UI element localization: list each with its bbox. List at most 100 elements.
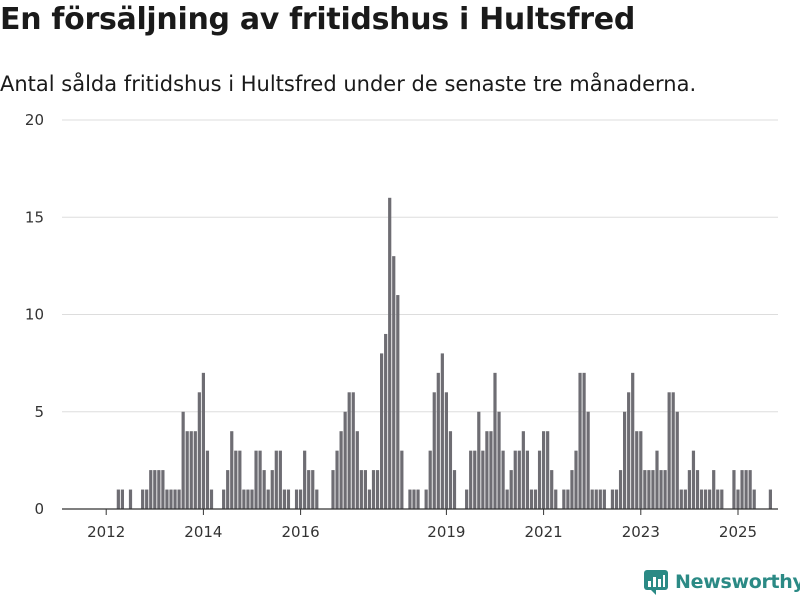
bar bbox=[452, 470, 457, 509]
bar bbox=[347, 392, 351, 509]
newsworthy-logo-icon bbox=[644, 570, 668, 595]
bar bbox=[712, 470, 716, 509]
bar bbox=[428, 450, 432, 509]
bar bbox=[732, 470, 736, 509]
bar bbox=[141, 489, 145, 509]
bar bbox=[294, 489, 299, 509]
bar bbox=[679, 489, 683, 509]
bar bbox=[335, 450, 339, 509]
bars bbox=[116, 197, 772, 510]
bar bbox=[663, 470, 667, 509]
axes: 0 5 10 15 20 2012 2014 2016 2019 2021 2023 2025 1 bbox=[25, 0, 780, 541]
bar bbox=[258, 450, 262, 509]
y-tick-label: 5 bbox=[34, 403, 44, 421]
bar bbox=[161, 470, 165, 509]
bar bbox=[493, 372, 497, 509]
bar bbox=[509, 470, 513, 509]
bar bbox=[582, 372, 586, 509]
x-tick-label: 2014 bbox=[184, 523, 222, 541]
bar bbox=[149, 470, 153, 509]
bar bbox=[343, 411, 347, 509]
bar bbox=[234, 450, 238, 509]
bar bbox=[639, 431, 643, 509]
bar bbox=[594, 489, 598, 509]
bar bbox=[201, 372, 205, 509]
bar bbox=[400, 450, 404, 509]
bar bbox=[525, 450, 529, 509]
bar bbox=[517, 450, 521, 509]
bar bbox=[380, 353, 384, 509]
bar bbox=[687, 470, 691, 509]
bar bbox=[748, 470, 752, 509]
bar bbox=[570, 470, 574, 509]
bar bbox=[303, 450, 307, 509]
bar bbox=[501, 450, 505, 509]
bar bbox=[388, 197, 392, 510]
y-tick-label: 0 bbox=[34, 500, 44, 518]
bar bbox=[262, 470, 266, 509]
grid-lines bbox=[62, 119, 778, 413]
bar bbox=[618, 470, 623, 509]
bar bbox=[165, 489, 169, 509]
bar bbox=[489, 431, 493, 509]
bar bbox=[242, 489, 246, 509]
bar bbox=[469, 450, 473, 509]
bar bbox=[768, 489, 772, 509]
bar bbox=[444, 392, 448, 509]
bar bbox=[537, 450, 542, 509]
bar bbox=[286, 489, 291, 509]
bar bbox=[339, 431, 343, 509]
bar bbox=[477, 411, 481, 509]
bar bbox=[359, 470, 363, 509]
bar bbox=[205, 450, 210, 509]
bar bbox=[299, 489, 303, 509]
bar bbox=[683, 489, 687, 509]
bar bbox=[226, 470, 230, 509]
bar bbox=[578, 372, 582, 509]
bar bbox=[120, 489, 124, 509]
bar bbox=[736, 489, 740, 509]
bar bbox=[177, 489, 181, 509]
bar bbox=[311, 470, 315, 509]
x-tick-label: 2021 bbox=[525, 523, 563, 541]
x-tick-label: 2019 bbox=[427, 523, 465, 541]
bar bbox=[266, 489, 270, 509]
bar bbox=[602, 489, 606, 509]
x-tick-label: 2023 bbox=[622, 523, 660, 541]
bar bbox=[331, 470, 335, 509]
bar bbox=[623, 411, 627, 509]
bar bbox=[566, 489, 570, 509]
bar bbox=[704, 489, 708, 509]
bar bbox=[307, 470, 311, 509]
bar bbox=[173, 489, 177, 509]
chart-subtitle: Antal sålda fritidshus i Hultsfred under… bbox=[0, 72, 697, 96]
bar bbox=[562, 489, 566, 509]
bar bbox=[274, 450, 278, 509]
bar bbox=[542, 431, 546, 509]
bar bbox=[250, 489, 254, 509]
bar bbox=[396, 295, 400, 509]
bar bbox=[695, 470, 700, 509]
bar bbox=[667, 392, 671, 509]
bar bbox=[740, 470, 744, 509]
bar bbox=[586, 411, 590, 509]
bar bbox=[185, 431, 189, 509]
bar bbox=[157, 470, 161, 509]
highlight-value-label: 1 bbox=[769, 0, 779, 4]
bar bbox=[254, 450, 258, 509]
bar bbox=[315, 489, 319, 509]
bar bbox=[128, 489, 133, 509]
bar bbox=[550, 470, 554, 509]
bar bbox=[222, 489, 226, 509]
newsworthy-brand[interactable]: Newsworthy bbox=[643, 569, 800, 595]
bar bbox=[647, 470, 651, 509]
y-tick-label: 20 bbox=[25, 111, 44, 129]
bar bbox=[574, 450, 578, 509]
bar bbox=[193, 431, 197, 509]
bar bbox=[481, 450, 485, 509]
bar bbox=[473, 450, 477, 509]
bar bbox=[485, 431, 489, 509]
bar bbox=[533, 489, 538, 509]
brand-name: Newsworthy bbox=[675, 571, 800, 593]
